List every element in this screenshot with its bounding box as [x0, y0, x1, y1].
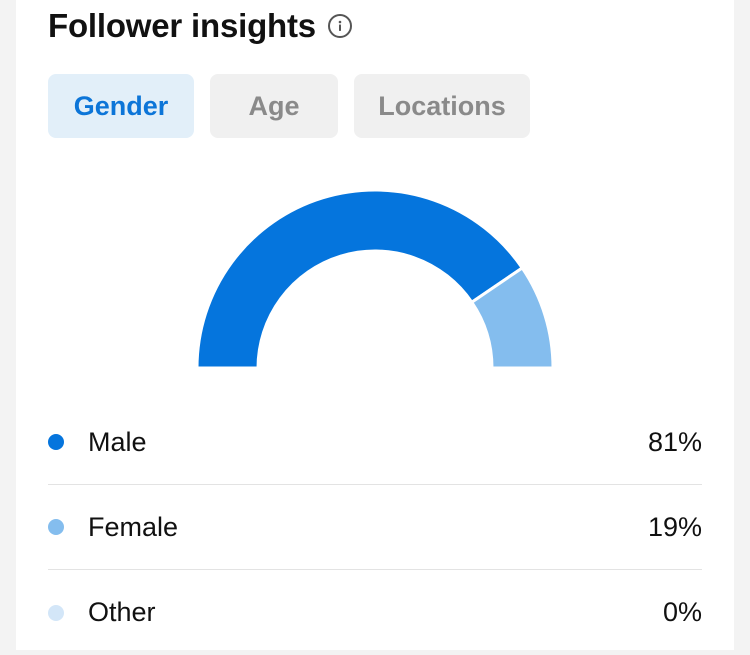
- insight-tabs: Gender Age Locations: [48, 74, 546, 138]
- chart-slice-female: [469, 265, 555, 370]
- info-glyph: [338, 20, 342, 31]
- legend-row-other: Other 0%: [48, 570, 702, 655]
- info-icon[interactable]: [327, 14, 352, 38]
- legend-label-female: Female: [88, 511, 179, 542]
- follower-insights-card: Follower insights Gender Age Locations M…: [16, 0, 734, 650]
- legend-value-other: 0%: [662, 597, 702, 627]
- legend-dot-other: [48, 604, 64, 621]
- card-header: Follower insights: [48, 4, 352, 48]
- legend-dot-male: [48, 434, 64, 450]
- page-title: Follower insights: [48, 7, 316, 44]
- tab-age[interactable]: Age: [210, 74, 338, 138]
- gender-legend: Male 81% Female 19% Other 0%: [48, 400, 702, 655]
- legend-row-female: Female 19%: [48, 485, 702, 570]
- tab-gender[interactable]: Gender: [48, 74, 194, 138]
- legend-label-other: Other: [88, 597, 156, 627]
- legend-row-male: Male 81%: [48, 400, 702, 485]
- legend-dot-female: [48, 519, 64, 535]
- gender-half-donut-chart: [195, 188, 555, 370]
- legend-value-male: 81%: [647, 426, 702, 457]
- legend-value-female: 19%: [647, 511, 702, 542]
- chart-slice-male: [195, 188, 525, 370]
- legend-label-male: Male: [88, 426, 147, 457]
- tab-locations[interactable]: Locations: [354, 74, 530, 138]
